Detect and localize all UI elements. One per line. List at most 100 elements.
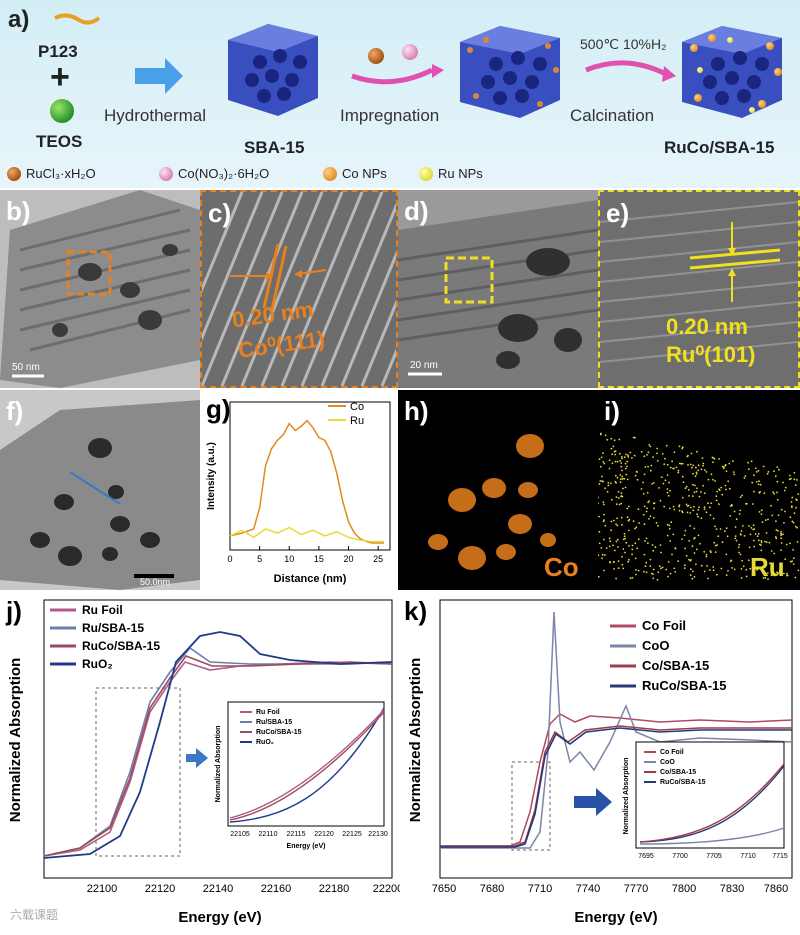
ru-signal-dot [696,513,698,515]
ru-signal-dot [794,484,797,486]
ru-signal-dot [677,560,679,563]
inset-j-xlabel: Energy (eV) [287,843,326,850]
ru-signal-dot [667,494,670,497]
inset-k-xtick-4: 7715 [772,853,788,860]
ru-signal-dot [694,475,697,478]
ru-signal-dot [725,553,728,556]
ru-signal-dot [754,533,757,535]
ru-signal-dot [607,484,610,487]
ru-signal-dot [780,530,782,533]
ru-signal-dot [705,555,708,558]
ru-signal-dot [673,451,676,454]
ru-signal-dot [628,558,630,561]
panel-b-graphic [0,190,200,388]
ru-signal-dot [666,523,669,526]
panel-g-plot: 0 5 10 15 20 25 Co Ru Distance (nm) Intensity… [200,390,398,590]
ru-signal-dot [597,502,599,504]
ru-signal-dot [607,481,610,484]
ru-signal-dot [688,495,690,497]
ru-signal-dot [681,462,684,465]
ru-signal-dot [669,466,672,469]
ru-signal-dot [759,483,762,486]
ru-signal-dot [615,496,618,498]
ru-signal-dot [645,561,648,564]
ru-signal-dot [617,546,619,548]
ru-signal-dot [728,462,731,465]
ru-signal-dot [791,520,794,523]
legend-co-precursor: Co(NO₃)₂·6H₂O [178,166,270,181]
ru-signal-dot [614,474,617,477]
ru-signal-dot [645,537,648,540]
ru-signal-dot [790,501,793,503]
ru-signal-dot [656,447,659,450]
ru-signal-dot [603,569,605,572]
panel-f-haadf-image: f) 50.0nm [0,390,200,590]
ru-signal-dot [652,502,655,505]
ru-signal-dot [678,445,681,448]
ru-signal-dot [631,553,633,556]
ru-signal-dot [756,568,759,571]
ru-signal-dot [659,499,662,502]
ru-signal-dot [645,571,648,574]
ru-signal-dot [738,543,741,546]
panel-k-xtick-2: 7710 [528,883,552,895]
ru-signal-dot [717,535,720,538]
panel-j-letter: j) [6,596,22,626]
ru-signal-dot [776,480,779,483]
ru-signal-dot [650,464,653,467]
ru-signal-dot [645,510,648,513]
panel-g-xtick-0: 0 [227,554,232,564]
ru-signal-dot [618,497,620,499]
ru-signal-dot [603,513,605,516]
ru-signal-dot [796,541,799,543]
ru-signal-dot [684,529,687,532]
inset-k-xtick-3: 7710 [740,853,756,860]
teos-icon [50,99,74,123]
ru-signal-dot [754,567,756,569]
ru-signal-dot [776,466,779,468]
ru-signal-dot [745,568,748,571]
curve-ruco-sba15 [440,727,792,848]
ru-signal-dot [765,532,768,534]
ru-signal-dot [612,519,615,522]
panel-g-xlabel: Distance (nm) [274,573,347,585]
ru-signal-dot [601,553,604,556]
panel-f-letter: f) [6,396,24,426]
legend-co-np: Co NPs [342,166,387,181]
ru-signal-dot [738,551,740,554]
rucosba-icon [682,26,782,118]
ru-signal-dot [789,516,792,519]
panel-g-legend-ru: Ru [350,415,364,427]
ru-signal-dot [688,539,691,542]
ru-signal-dot [616,460,619,463]
ru-signal-dot [760,513,763,515]
ru-signal-dot [597,496,599,499]
panel-a-graphic [7,13,782,181]
ru-signal-dot [635,526,638,529]
ru-signal-dot [605,547,608,549]
panel-g-letter: g) [206,394,231,424]
ru-signal-dot [621,457,623,460]
ru-signal-dot [673,567,676,570]
ru-signal-dot [760,544,762,546]
ru-signal-dot [627,455,630,458]
ru-signal-dot [620,495,623,497]
ru-signal-dot [690,452,693,455]
ru-signal-dot [703,570,706,573]
ru-signal-dot [643,570,645,573]
ru-signal-dot [620,465,623,468]
ru-signal-dot [622,538,625,541]
ru-signal-dot [794,576,797,579]
inset-k-coo [639,827,785,845]
ru-signal-dot [621,477,624,480]
curve-coo [440,611,793,849]
ru-signal-dot [709,550,712,552]
ru-signal-dot [625,473,628,476]
ru-signal-dot [725,470,728,473]
ru-signal-dot [712,569,715,572]
ru-signal-dot [623,456,626,458]
ru-signal-dot [753,490,755,493]
impregnation-label: Impregnation [340,106,440,125]
ru-signal-dot [693,552,696,554]
ru-signal-dot [609,540,612,543]
